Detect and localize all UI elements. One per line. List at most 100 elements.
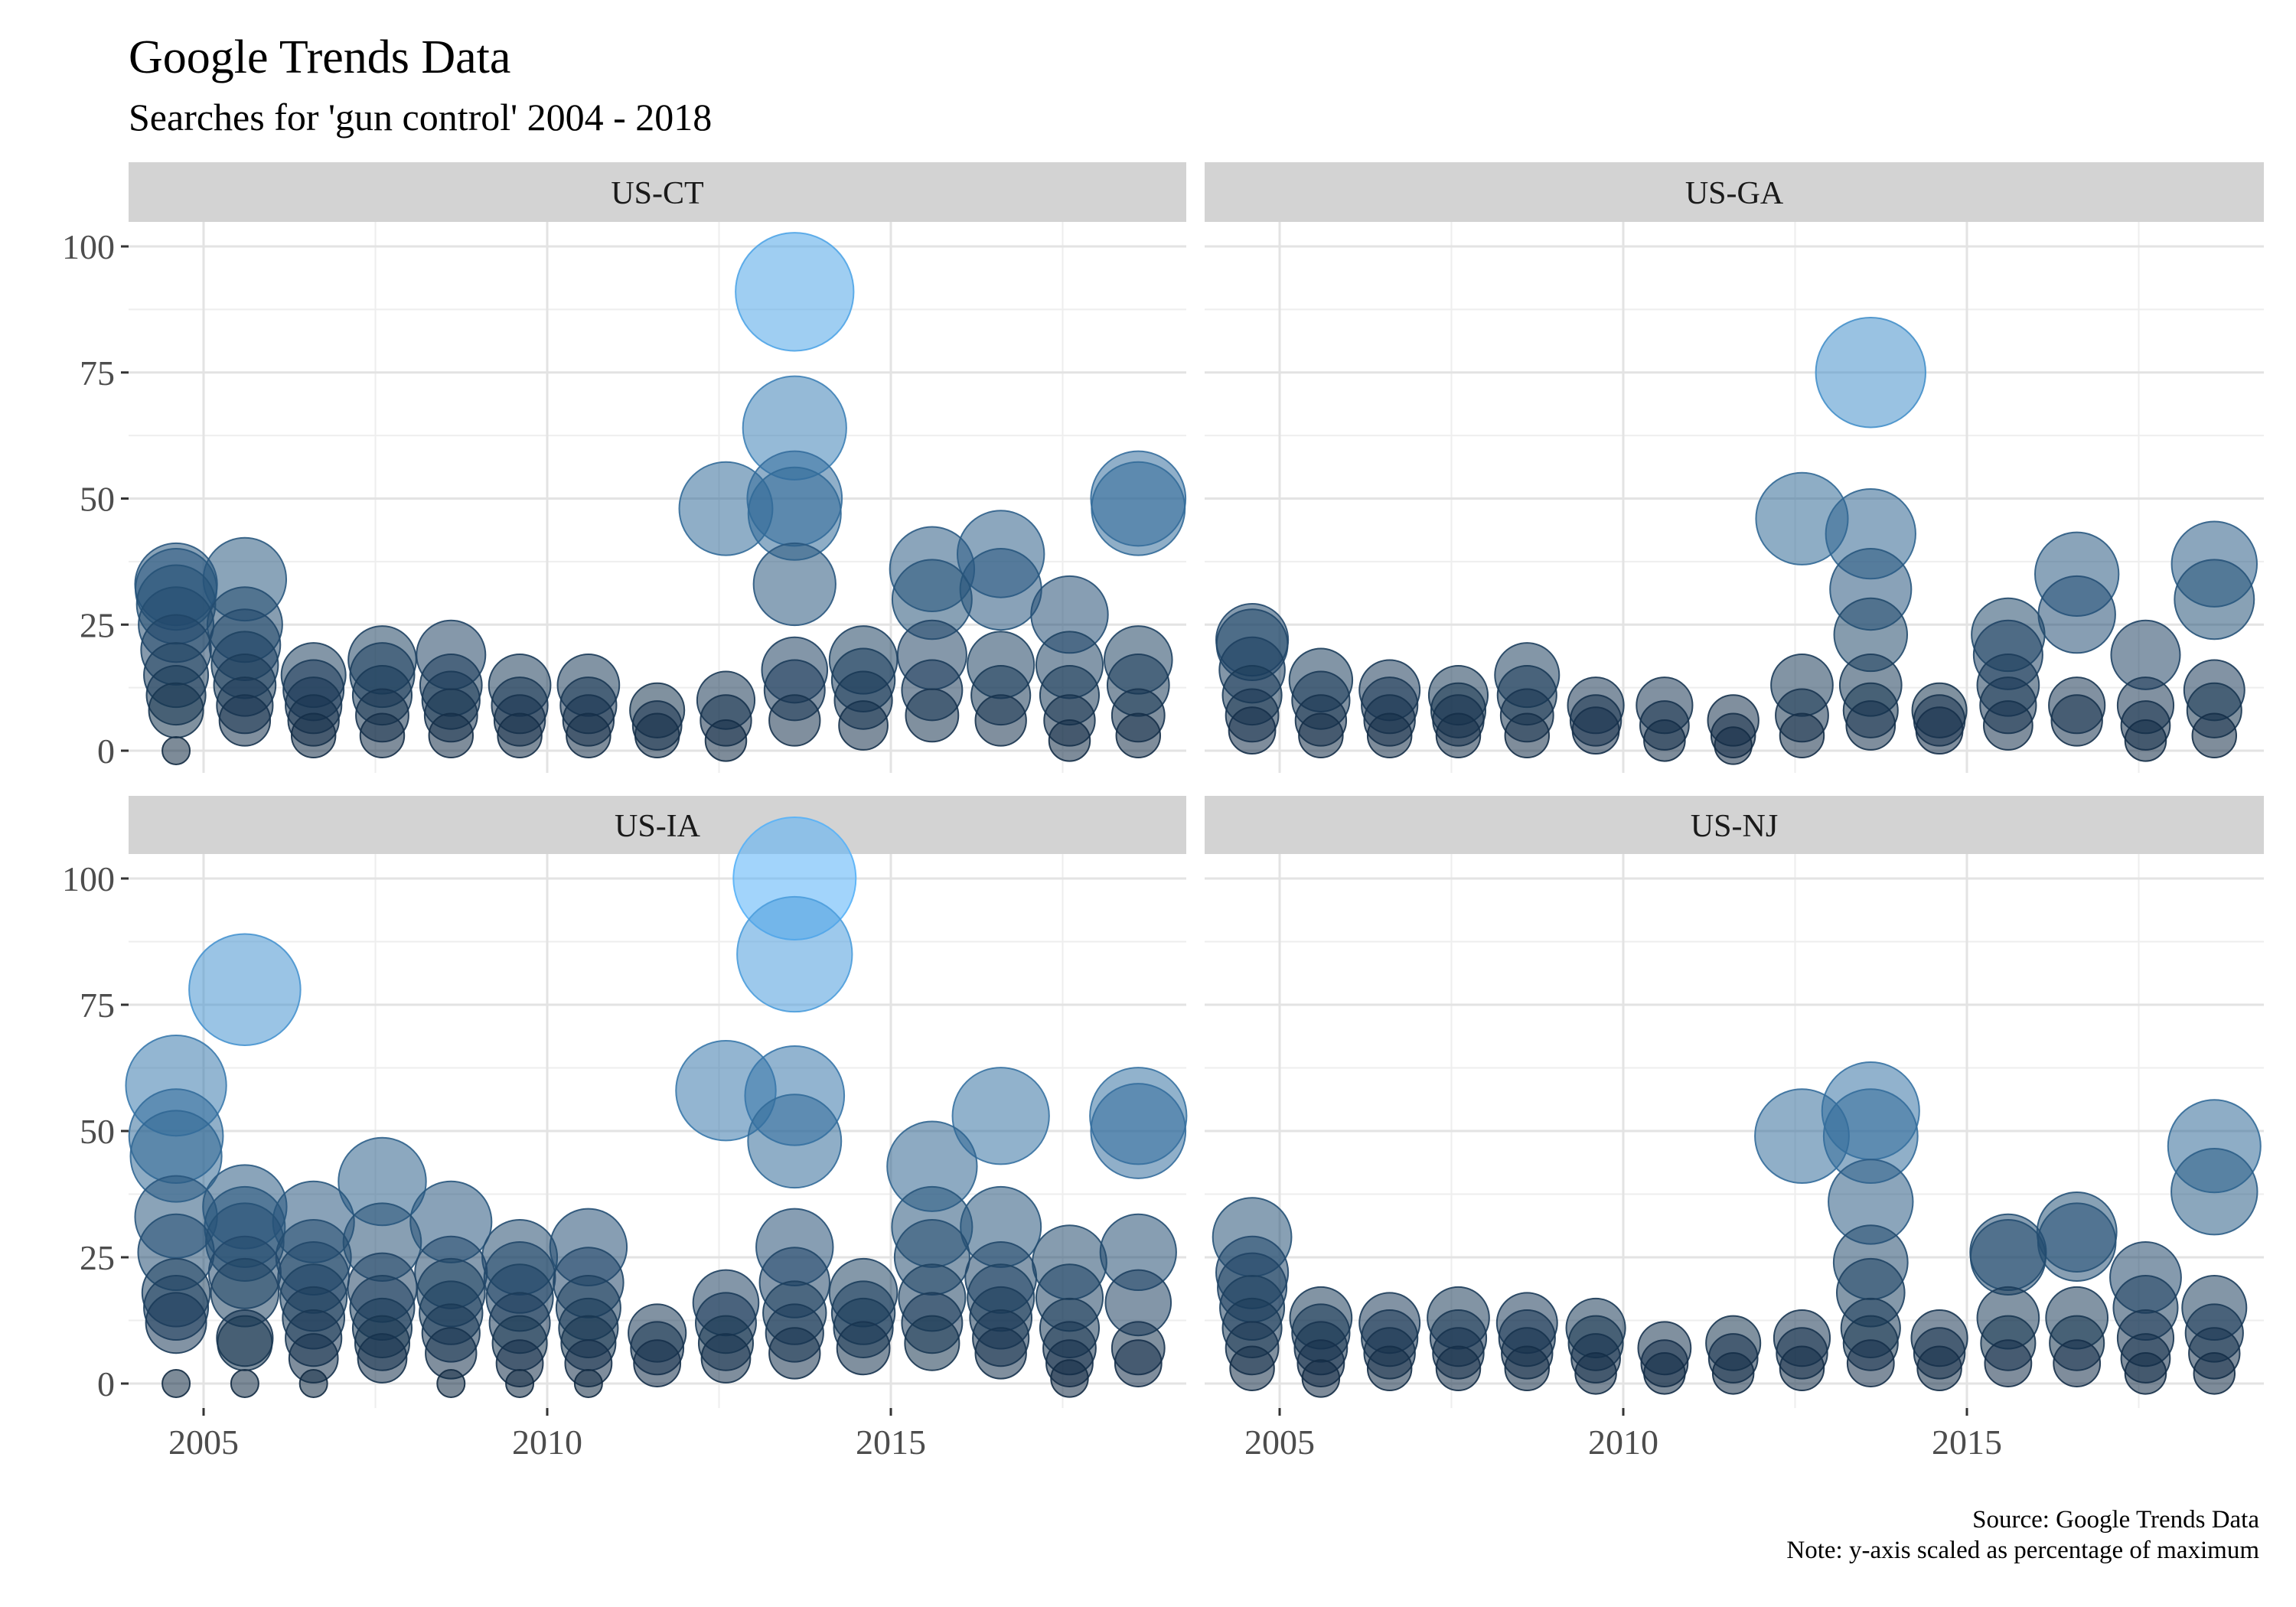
data-point [148, 682, 204, 738]
data-point [2050, 694, 2103, 747]
facet-strip [1205, 796, 2264, 854]
facet-strip-label: US-GA [1685, 176, 1784, 211]
y-tick-label: 75 [80, 986, 115, 1025]
x-tick-label: 2005 [1244, 1423, 1315, 1462]
data-point [1229, 1345, 1275, 1391]
data-point [2191, 712, 2238, 758]
data-point [836, 1321, 891, 1376]
y-tick-label: 0 [97, 1364, 115, 1403]
data-point [736, 895, 853, 1013]
data-point [2037, 575, 2116, 654]
data-point [1846, 1339, 1895, 1387]
data-point [1969, 1219, 2047, 1296]
data-point [290, 712, 337, 758]
data-point [1711, 1352, 1755, 1395]
data-point [566, 712, 612, 758]
data-point [768, 694, 821, 747]
data-point [1916, 1345, 1962, 1391]
data-point [2124, 719, 2167, 762]
data-point [1845, 700, 1896, 751]
data-point [1301, 1359, 1341, 1398]
data-point [1050, 1359, 1089, 1398]
data-point [1714, 726, 1753, 765]
data-point [428, 712, 475, 758]
data-point [1435, 712, 1482, 758]
data-point [974, 1327, 1027, 1380]
facet-strip-label: US-CT [611, 176, 703, 211]
data-point [161, 1369, 191, 1398]
data-point [752, 542, 837, 627]
data-point [768, 1327, 821, 1380]
data-point [1504, 1345, 1551, 1391]
data-point [1574, 1352, 1617, 1395]
data-point [747, 1094, 843, 1189]
data-point [951, 1067, 1050, 1165]
data-point [704, 719, 748, 762]
facet-strip [129, 162, 1186, 222]
data-point [218, 694, 272, 747]
data-point [2124, 1352, 2167, 1395]
y-tick-label: 75 [80, 354, 115, 393]
y-tick-label: 50 [80, 1112, 115, 1151]
x-tick-label: 2015 [1932, 1423, 2002, 1462]
chart-title: Google Trends Data [129, 31, 511, 83]
data-point [1114, 1339, 1163, 1387]
data-point [633, 1339, 682, 1387]
facet-panel: US-IA 0 25 50 75 100 2005 2010 2015 [62, 796, 1188, 1462]
data-point [1366, 712, 1413, 758]
data-point [217, 1315, 273, 1371]
data-point [700, 1333, 752, 1384]
data-point [2053, 1339, 2102, 1387]
data-point [357, 1333, 408, 1384]
y-tick-label: 0 [97, 732, 115, 771]
chart-subtitle: Searches for 'gun control' 2004 - 2018 [129, 96, 713, 139]
data-point [1779, 1345, 1825, 1391]
y-tick-label: 50 [80, 480, 115, 519]
data-point [1048, 719, 1091, 762]
data-point [188, 933, 302, 1046]
facet-panel: US-CT 0 25 50 75 100 [62, 162, 1187, 773]
data-point [436, 1369, 466, 1398]
data-point [904, 1315, 960, 1371]
data-point [161, 736, 191, 765]
x-tick-label: 2010 [1588, 1423, 1658, 1462]
facet-strip-label: US-IA [615, 809, 701, 844]
data-point [1115, 712, 1162, 758]
data-point [1504, 712, 1551, 758]
data-point [1984, 1339, 2033, 1387]
data-point [1643, 719, 1686, 762]
data-point [1983, 700, 2033, 751]
x-tick-label: 2005 [168, 1423, 239, 1462]
data-point [505, 1369, 535, 1398]
facet-panel: US-NJ 2005 2010 2015 [1205, 796, 2264, 1462]
data-point [634, 712, 680, 758]
data-point [1091, 461, 1186, 556]
data-point [1366, 1345, 1413, 1391]
data-point [1643, 1352, 1686, 1395]
data-point [145, 1292, 207, 1354]
facet-panel: US-GA [1205, 162, 2264, 773]
data-point [359, 712, 406, 758]
data-point [735, 232, 855, 352]
y-tick-label: 25 [80, 605, 115, 644]
data-point [230, 1369, 259, 1398]
caption-source: Source: Google Trends Data [1972, 1506, 2259, 1534]
data-point [974, 694, 1027, 747]
data-point [573, 1369, 603, 1398]
data-point [1298, 712, 1344, 758]
facet-strip [129, 796, 1186, 854]
y-tick-label: 100 [62, 859, 115, 898]
data-point [1228, 706, 1277, 755]
data-point [1435, 1345, 1482, 1391]
data-point [298, 1369, 328, 1398]
data-point [1815, 317, 1926, 429]
y-tick-label: 100 [62, 227, 115, 266]
data-point [2193, 1352, 2236, 1395]
data-point [1915, 706, 1964, 755]
facet-strip [1205, 162, 2264, 222]
data-point [959, 548, 1042, 631]
caption-note: Note: y-axis scaled as percentage of max… [1786, 1537, 2259, 1564]
data-point [1779, 712, 1825, 758]
y-tick-label: 25 [80, 1238, 115, 1277]
